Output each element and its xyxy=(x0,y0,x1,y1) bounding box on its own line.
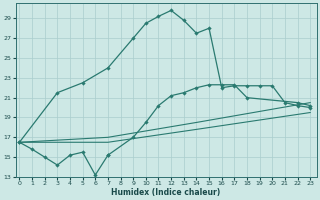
X-axis label: Humidex (Indice chaleur): Humidex (Indice chaleur) xyxy=(111,188,221,197)
